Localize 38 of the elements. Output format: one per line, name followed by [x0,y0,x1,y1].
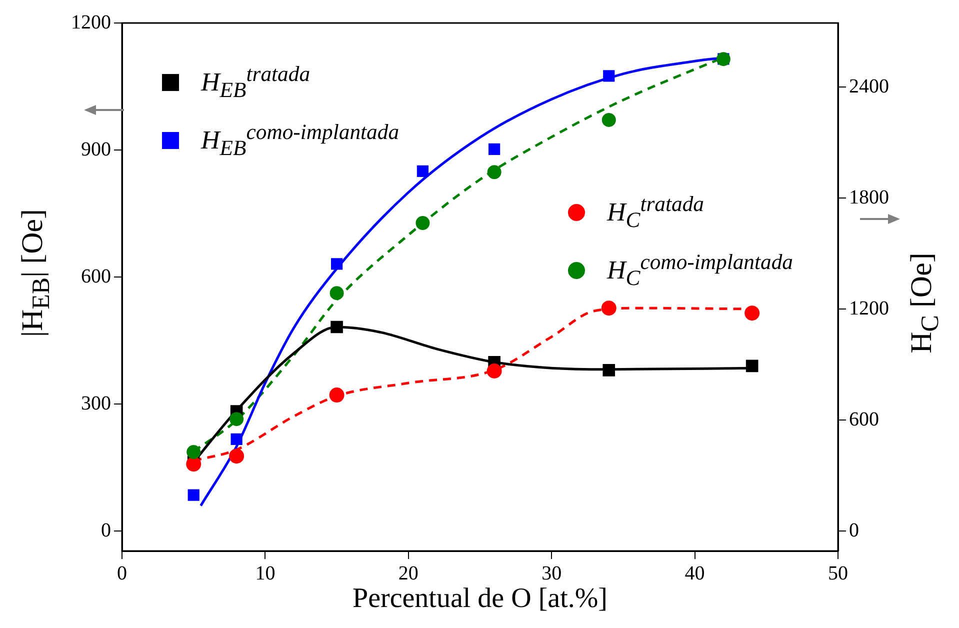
y-tick-label: 600 [81,265,111,288]
point [603,70,615,82]
x-tick-label: 20 [398,562,418,584]
point [602,112,616,127]
x-axis-title: Percentual de O [at.%] [352,583,608,615]
point [744,306,760,321]
point [330,258,343,270]
x-tick-label: 0 [117,562,127,584]
y2-tick-label: 1800 [849,186,889,208]
point [230,433,242,446]
point [330,320,343,334]
y2-tick-label: 2400 [849,75,889,98]
y-tick-label: 900 [81,138,111,160]
point [487,165,502,180]
x-tick-label: 50 [828,562,848,584]
point [601,300,616,316]
point [746,360,758,372]
y2-tick-label: 600 [849,408,879,430]
point [416,165,429,177]
y-tick-label: 0 [101,519,111,542]
point [602,364,616,376]
point [230,412,244,426]
x-tick-label: 30 [542,562,562,584]
point [486,363,502,378]
y2-tick-label: 0 [849,519,859,542]
y-tick-label: 300 [81,392,111,414]
y-tick-label: 1200 [71,11,111,34]
point [229,448,244,464]
point [488,143,500,155]
x-tick-label: 10 [255,562,276,584]
point [329,388,344,403]
point [186,456,202,472]
x-tick-label: 40 [684,562,705,584]
point [330,286,344,300]
y2-tick-label: 1200 [849,297,889,320]
point [416,216,430,230]
point [186,445,201,460]
point [188,489,200,501]
